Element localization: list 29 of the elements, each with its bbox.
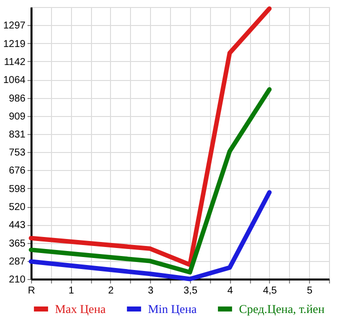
y-tick-label: 365 — [8, 238, 26, 250]
y-tick-label: 443 — [8, 220, 26, 232]
x-tick-label: 3,5 — [183, 286, 198, 296]
y-tick-label: 1142 — [4, 56, 26, 68]
x-tick-label: 1 — [68, 286, 74, 296]
x-tick-label: 3 — [148, 286, 154, 296]
y-tick-label: 1064 — [3, 75, 26, 86]
x-tick-label: R — [28, 286, 36, 296]
y-tick-label: 520 — [8, 202, 26, 214]
y-tick-label: 210 — [8, 274, 26, 286]
y-tick-label: 831 — [8, 130, 26, 141]
x-tick-label: 4 — [227, 286, 234, 296]
legend-label: Min Цена — [148, 302, 198, 316]
y-tick-label: 1219 — [3, 38, 26, 50]
legend-label: Max Цена — [55, 302, 106, 316]
x-tick-label: 2 — [108, 286, 114, 296]
y-tick-label: 598 — [8, 184, 26, 195]
line-series — [28, 6, 272, 268]
y-tick-label: 676 — [8, 166, 26, 177]
x-tick-label: 4,5 — [262, 286, 278, 296]
line-series — [28, 190, 272, 282]
y-tick-label: 909 — [8, 111, 26, 122]
y-tick-label: 287 — [8, 256, 26, 268]
y-tick-label: 986 — [8, 93, 26, 104]
y-tick-label: 1297 — [3, 20, 26, 32]
line-series — [28, 87, 272, 274]
x-tick-label: 5 — [306, 286, 313, 296]
legend-label: Сред.Цена, т.йен — [239, 302, 326, 316]
y-tick-label: 753 — [8, 148, 26, 159]
